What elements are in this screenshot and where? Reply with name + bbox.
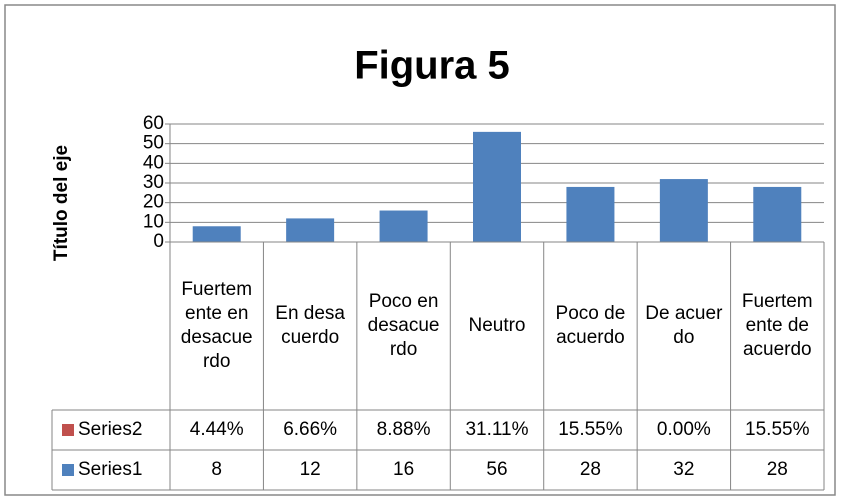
- y-tick-label: 0: [153, 231, 164, 252]
- table-value: 32: [673, 459, 694, 480]
- table-value: 12: [300, 459, 321, 480]
- category-cell: Poco de acuerdo: [555, 303, 626, 348]
- bar: [379, 210, 428, 242]
- category-cell: Neutro: [468, 315, 526, 336]
- y-axis-title: Título del eje: [51, 145, 72, 261]
- category-cell: De acuerdo: [645, 303, 723, 348]
- table-value: 6.66%: [283, 419, 337, 440]
- table-value: 8: [211, 459, 222, 480]
- x-tick-label: Poco de acuerdo: [555, 303, 626, 348]
- y-tick-label: 10: [143, 211, 164, 232]
- legend-key: [62, 424, 74, 436]
- y-tick-label: 20: [143, 192, 164, 213]
- y-tick-label: 50: [143, 133, 164, 154]
- bar: [753, 186, 802, 242]
- bar: [192, 226, 241, 242]
- x-tick-label: Poco en desacuerdo: [367, 291, 440, 360]
- x-tick-label: En desacuerdo: [275, 303, 345, 348]
- table-value: 4.44%: [190, 419, 244, 440]
- bar: [566, 186, 615, 242]
- y-tick-label: 30: [143, 172, 164, 193]
- bar: [659, 179, 708, 242]
- category-cell: Fuertemente de acuerdo: [741, 291, 813, 360]
- table-value: 56: [486, 459, 507, 480]
- table-value: 8.88%: [377, 419, 431, 440]
- x-tick-label: De acuerdo: [645, 303, 723, 348]
- table-value: 15.55%: [558, 419, 623, 440]
- category-cell: En desacuerdo: [275, 303, 345, 348]
- y-tick-label: 60: [143, 113, 164, 134]
- table-value: 31.11%: [465, 419, 528, 440]
- category-cell: Poco en desacuerdo: [367, 291, 440, 360]
- table-value: 28: [580, 459, 601, 480]
- chart-title: Figura 5: [354, 44, 510, 88]
- bar: [286, 218, 335, 242]
- x-tick-label: Fuertemente de acuerdo: [741, 291, 813, 360]
- legend-label: Series2: [78, 419, 142, 440]
- legend-key: [62, 464, 74, 476]
- table-value: 16: [393, 459, 414, 480]
- x-tick-label: Fuertemente en desacuerdo: [180, 279, 253, 372]
- category-cell: Fuertemente en desacuerdo: [180, 279, 253, 372]
- bar: [473, 131, 521, 242]
- table-value: 28: [767, 459, 788, 480]
- legend-label: Series1: [78, 459, 142, 480]
- table-value: 0.00%: [657, 419, 711, 440]
- y-tick-label: 40: [143, 152, 164, 173]
- table-value: 15.55%: [745, 419, 810, 440]
- x-tick-label: Neutro: [468, 315, 526, 336]
- chart-border: [4, 4, 836, 496]
